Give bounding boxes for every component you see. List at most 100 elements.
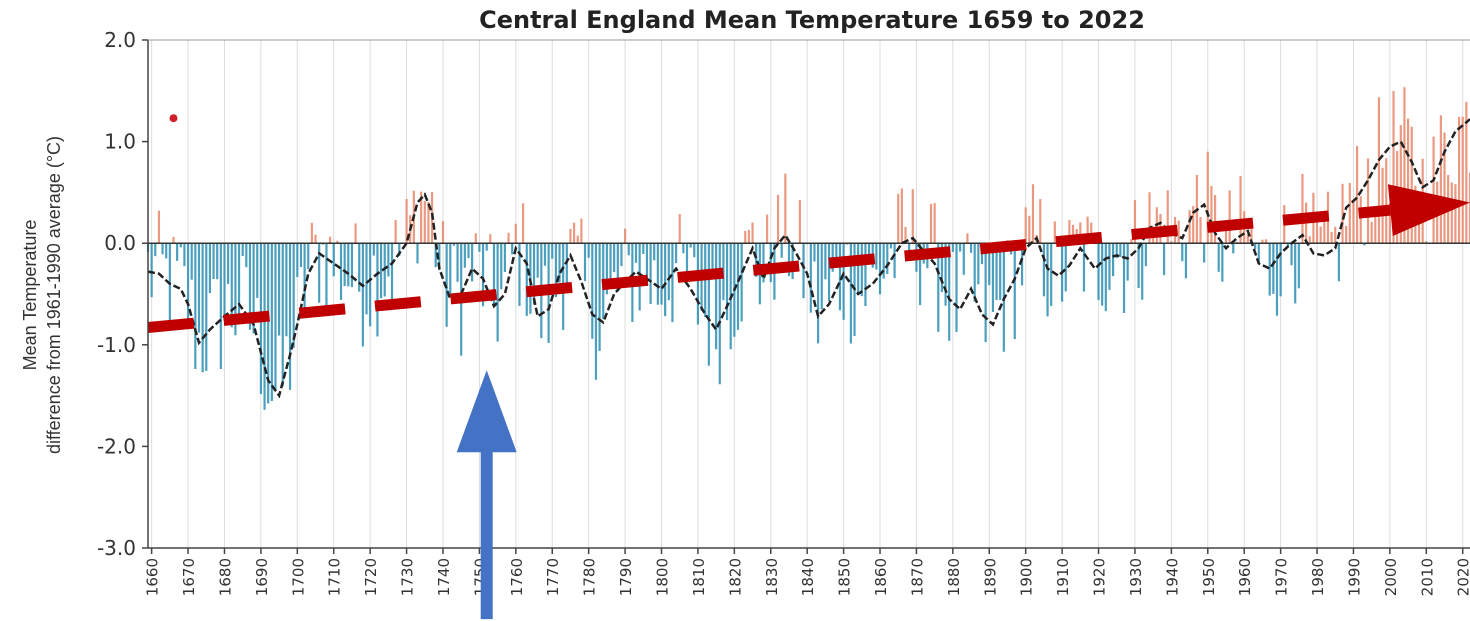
year-bar xyxy=(554,243,557,298)
year-bar xyxy=(969,243,973,253)
year-bar xyxy=(864,243,867,307)
year-bar xyxy=(1130,239,1133,244)
plot-axes xyxy=(147,39,1470,549)
year-bar xyxy=(1046,243,1049,317)
year-bar xyxy=(977,243,980,285)
year-bar xyxy=(471,243,474,282)
year-bar xyxy=(1217,243,1220,272)
year-bar xyxy=(288,243,292,390)
year-bar xyxy=(1137,243,1140,289)
x-tick-label: 1930 xyxy=(1127,558,1145,596)
x-tick-label: 1880 xyxy=(945,558,963,596)
x-tick-label: 1920 xyxy=(1091,558,1109,596)
x-tick-label: 1680 xyxy=(216,558,234,596)
year-bar xyxy=(445,243,448,327)
year-bar xyxy=(441,221,445,244)
year-bar xyxy=(787,243,791,277)
year-bar xyxy=(904,226,907,244)
year-bar xyxy=(1141,243,1144,300)
year-bar xyxy=(817,243,820,344)
year-bar xyxy=(161,243,164,255)
year-bar xyxy=(802,243,805,299)
year-bar xyxy=(263,243,266,410)
arrow-shaft xyxy=(480,450,493,620)
year-bar xyxy=(154,243,157,257)
x-tick-label: 1660 xyxy=(144,558,162,596)
year-bar xyxy=(1337,243,1340,282)
year-bar xyxy=(318,243,321,303)
year-bar xyxy=(1104,243,1107,312)
year-bar xyxy=(1050,243,1053,306)
y-axis-label-line1: Mean Temperature xyxy=(20,220,40,371)
year-bar xyxy=(667,243,670,301)
year-bar xyxy=(664,243,667,317)
year-bar xyxy=(820,243,823,310)
year-bar xyxy=(609,243,612,280)
year-bar xyxy=(485,243,488,251)
year-bar xyxy=(740,243,743,322)
year-bar xyxy=(230,243,233,328)
year-bar xyxy=(1432,136,1435,244)
year-bar xyxy=(1406,118,1410,244)
year-bar xyxy=(1359,196,1362,244)
year-bar xyxy=(1356,145,1359,244)
year-bar xyxy=(766,214,769,244)
year-bar xyxy=(1334,226,1337,244)
year-bar xyxy=(514,223,517,244)
year-bar xyxy=(1454,184,1457,244)
year-bar xyxy=(201,243,204,373)
year-bar xyxy=(1097,243,1100,301)
marker-dot xyxy=(169,114,178,123)
year-bar xyxy=(897,193,900,244)
year-bar xyxy=(1468,172,1470,244)
year-bar xyxy=(358,243,361,292)
x-tick-label: 1870 xyxy=(908,558,926,596)
year-bar xyxy=(518,243,521,306)
x-tick-label: 1810 xyxy=(690,558,708,596)
y-tick-label: -1.0 xyxy=(97,333,136,357)
year-bar xyxy=(1188,210,1191,244)
year-bar xyxy=(394,219,397,244)
chart-title: Central England Mean Temperature 1659 to… xyxy=(479,6,1145,34)
year-bar xyxy=(594,243,598,380)
year-bar xyxy=(747,230,751,244)
year-bar xyxy=(1177,220,1180,244)
year-bar xyxy=(1112,243,1115,277)
year-bar xyxy=(900,188,903,244)
x-tick-label: 2020 xyxy=(1455,558,1470,596)
year-bar xyxy=(842,243,845,320)
x-tick-label: 1950 xyxy=(1200,558,1218,596)
year-bar xyxy=(456,243,459,282)
year-bar xyxy=(623,228,627,244)
year-bar xyxy=(296,243,299,278)
year-bar xyxy=(1090,222,1093,244)
x-tick-label: 1740 xyxy=(435,558,453,596)
year-bar xyxy=(569,228,572,244)
year-bar xyxy=(857,243,860,295)
year-bar xyxy=(616,243,619,292)
year-bar xyxy=(1315,216,1319,244)
year-bar xyxy=(580,218,583,244)
year-bar xyxy=(267,243,270,404)
year-bar xyxy=(434,243,437,268)
year-bar xyxy=(715,243,718,350)
year-bar xyxy=(1148,192,1151,244)
year-bar xyxy=(951,243,954,252)
year-bar xyxy=(1210,185,1213,244)
year-bar xyxy=(525,243,528,316)
year-bar xyxy=(365,243,368,315)
year-bar xyxy=(944,243,947,306)
year-bar xyxy=(1053,221,1056,244)
year-bar xyxy=(194,243,197,369)
year-bar xyxy=(234,243,237,336)
x-tick-label: 1970 xyxy=(1273,558,1291,596)
year-bar xyxy=(1457,116,1461,244)
year-bar xyxy=(1162,243,1166,276)
year-bar xyxy=(1417,214,1421,244)
year-bar xyxy=(310,222,313,244)
x-tick-label: 1840 xyxy=(799,558,817,596)
year-bar xyxy=(1042,243,1045,297)
year-bar xyxy=(1199,217,1202,244)
year-bar xyxy=(1166,190,1169,244)
year-bar xyxy=(1257,243,1260,264)
